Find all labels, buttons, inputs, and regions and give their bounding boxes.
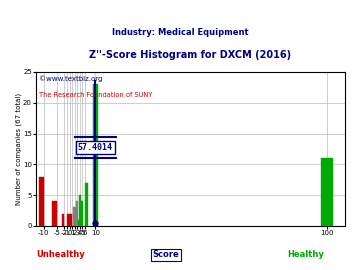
Text: Unhealthy: Unhealthy (36, 250, 85, 259)
Bar (51, 201, 57, 226)
Bar (69, 214, 72, 226)
Text: Industry: Medical Equipment: Industry: Medical Equipment (112, 28, 248, 37)
Bar (62, 214, 64, 226)
Bar (85, 183, 87, 226)
Bar (73, 207, 76, 226)
Bar (81, 201, 83, 226)
Text: Healthy: Healthy (287, 250, 324, 259)
Text: The Research Foundation of SUNY: The Research Foundation of SUNY (39, 92, 153, 98)
Bar (320, 158, 333, 226)
Bar (77, 220, 80, 226)
Text: Score: Score (152, 250, 179, 259)
Text: ©www.textbiz.org: ©www.textbiz.org (39, 75, 103, 82)
Bar (76, 201, 77, 226)
Text: 57.4014: 57.4014 (78, 143, 113, 152)
Bar (93, 84, 98, 226)
Bar (39, 177, 44, 226)
Bar (79, 195, 81, 226)
Y-axis label: Number of companies (67 total): Number of companies (67 total) (15, 93, 22, 205)
Bar (67, 214, 69, 226)
Title: Z''-Score Histogram for DXCM (2016): Z''-Score Histogram for DXCM (2016) (90, 50, 292, 60)
